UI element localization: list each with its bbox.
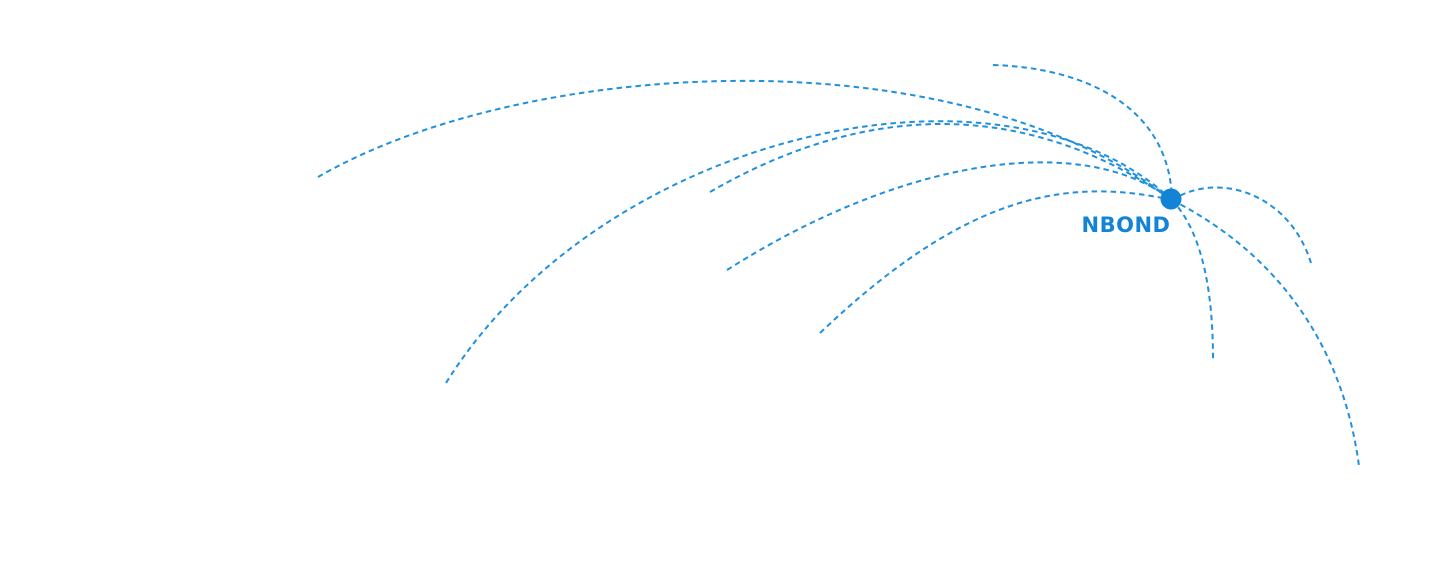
edge[interactable] — [709, 123, 1173, 201]
edge[interactable] — [445, 120, 1173, 384]
edge[interactable] — [1171, 199, 1214, 361]
node-label[interactable]: NBOND — [1079, 210, 1173, 240]
edges-layer — [317, 64, 1360, 467]
edge[interactable] — [317, 79, 1173, 201]
node-circle[interactable] — [1160, 188, 1182, 210]
edge[interactable] — [1171, 199, 1360, 467]
edge[interactable] — [1171, 186, 1312, 264]
